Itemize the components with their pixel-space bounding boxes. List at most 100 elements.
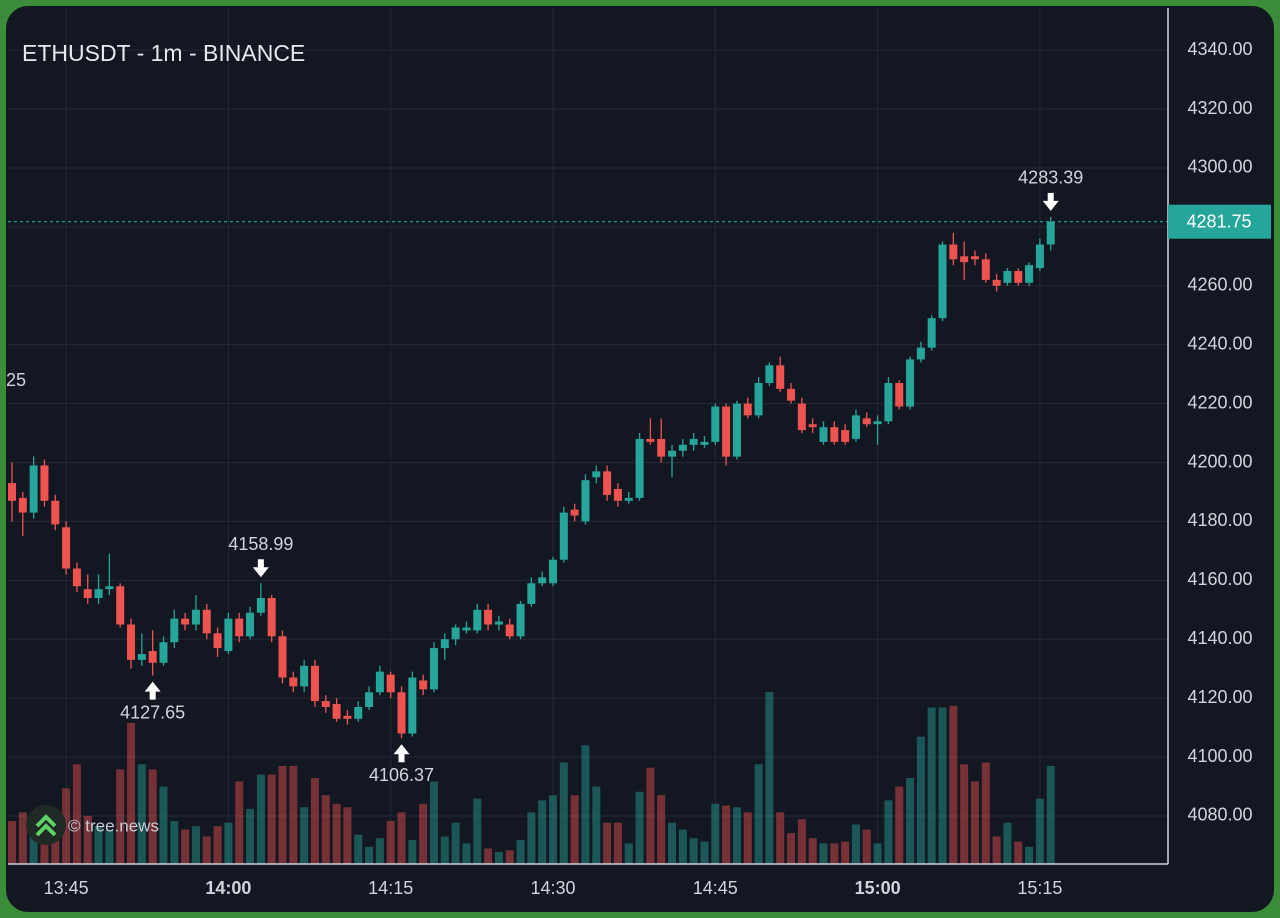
candle-body — [527, 583, 536, 604]
x-tick-label: 14:00 — [205, 878, 251, 898]
candle-body — [170, 618, 179, 643]
y-tick-label: 4200.00 — [1187, 451, 1252, 471]
candle-body — [646, 438, 655, 442]
x-tick-label: 14:15 — [368, 878, 413, 898]
volume-bar — [408, 839, 417, 864]
candle-body — [365, 692, 374, 707]
annotation-label: 4283.39 — [1018, 168, 1083, 188]
volume-bar — [960, 764, 969, 864]
volume-bar — [851, 824, 860, 864]
candle-body — [884, 382, 893, 422]
candle-body — [992, 279, 1001, 286]
candle-body — [181, 618, 190, 625]
candle-body — [440, 639, 449, 649]
volume-bar — [906, 778, 915, 864]
y-tick-label: 4120.00 — [1187, 687, 1252, 707]
candle-body — [462, 627, 471, 631]
volume-bar — [202, 836, 211, 864]
axes: 4080.00 4100.00 4120.00 4140.00 4160.00 4180.… — [44, 39, 1271, 898]
candle-body — [267, 598, 276, 637]
candle-body — [213, 633, 222, 649]
candle-body — [256, 598, 265, 613]
candle-body — [819, 427, 828, 442]
last-price-label: 4281.75 — [1186, 211, 1251, 231]
candle-body — [949, 244, 958, 260]
candle-body — [419, 680, 428, 690]
candle-body — [148, 651, 157, 663]
candle-body — [938, 244, 947, 319]
candle-body — [862, 418, 871, 425]
candle-body — [72, 568, 81, 587]
volume-bar — [884, 800, 893, 864]
volume-bar — [711, 803, 720, 864]
volume-bar — [722, 805, 731, 864]
volume-bar — [256, 774, 265, 864]
volume-bar — [397, 812, 406, 864]
annotation-label: 4158.99 — [228, 534, 293, 554]
volume-bar — [1035, 798, 1044, 864]
volume-bar — [895, 786, 904, 864]
volume-bar — [484, 848, 493, 864]
candle-body — [1035, 244, 1044, 269]
volume-bar — [862, 829, 871, 864]
candle-body — [8, 483, 16, 501]
x-tick-label: 13:45 — [44, 878, 89, 898]
volume-bar — [18, 812, 27, 864]
candle-body — [408, 677, 417, 734]
candle-body — [635, 438, 644, 498]
candle-body — [613, 489, 622, 501]
volume-bar — [646, 767, 655, 864]
volume-bar — [765, 692, 774, 864]
candle-body — [516, 603, 525, 637]
candle-body — [246, 612, 255, 637]
candle-body — [851, 415, 860, 439]
x-tick-label: 15:00 — [855, 878, 901, 898]
candle-body — [191, 609, 200, 625]
candle-body — [668, 450, 677, 457]
candle-body — [570, 509, 579, 516]
volume-bar — [841, 841, 850, 864]
volume-bar — [375, 838, 384, 864]
volume-pane — [8, 692, 1055, 864]
grid — [8, 8, 1168, 864]
candle-body — [981, 259, 990, 280]
candle-body — [808, 424, 817, 428]
candle-body — [873, 421, 882, 425]
x-tick-label: 14:30 — [530, 878, 575, 898]
candle-body — [51, 500, 60, 525]
volume-bar — [137, 764, 146, 864]
volume-bar — [581, 745, 590, 864]
volume-bar — [289, 765, 298, 864]
candle-body — [224, 618, 233, 652]
volume-bar — [246, 808, 255, 864]
volume-bar — [927, 707, 936, 864]
volume-bar — [516, 839, 525, 864]
volume-bar — [365, 846, 374, 864]
candle-body — [927, 318, 936, 348]
y-tick-label: 4080.00 — [1187, 805, 1252, 825]
candle-body — [916, 347, 925, 360]
volume-bar — [1046, 765, 1055, 864]
volume-bar — [797, 819, 806, 864]
candle-body — [970, 256, 979, 260]
volume-bar — [354, 834, 363, 864]
volume-bar — [170, 821, 179, 864]
watermark-icon — [35, 814, 57, 837]
volume-bar — [51, 829, 60, 864]
candle-body — [397, 692, 406, 734]
annotation-arrow — [393, 744, 410, 763]
volume-bar — [592, 786, 601, 864]
candle-body — [451, 627, 460, 640]
volume-bar — [635, 791, 644, 864]
volume-bar — [678, 829, 687, 864]
volume-bar — [343, 807, 352, 864]
candle-body — [765, 365, 774, 383]
volume-bar — [451, 822, 460, 864]
candle-body — [375, 671, 384, 693]
candle-body — [1025, 265, 1034, 283]
candle-body — [700, 441, 709, 445]
candle-body — [722, 406, 731, 457]
x-tick-label: 15:15 — [1017, 878, 1062, 898]
volume-bar — [981, 762, 990, 864]
